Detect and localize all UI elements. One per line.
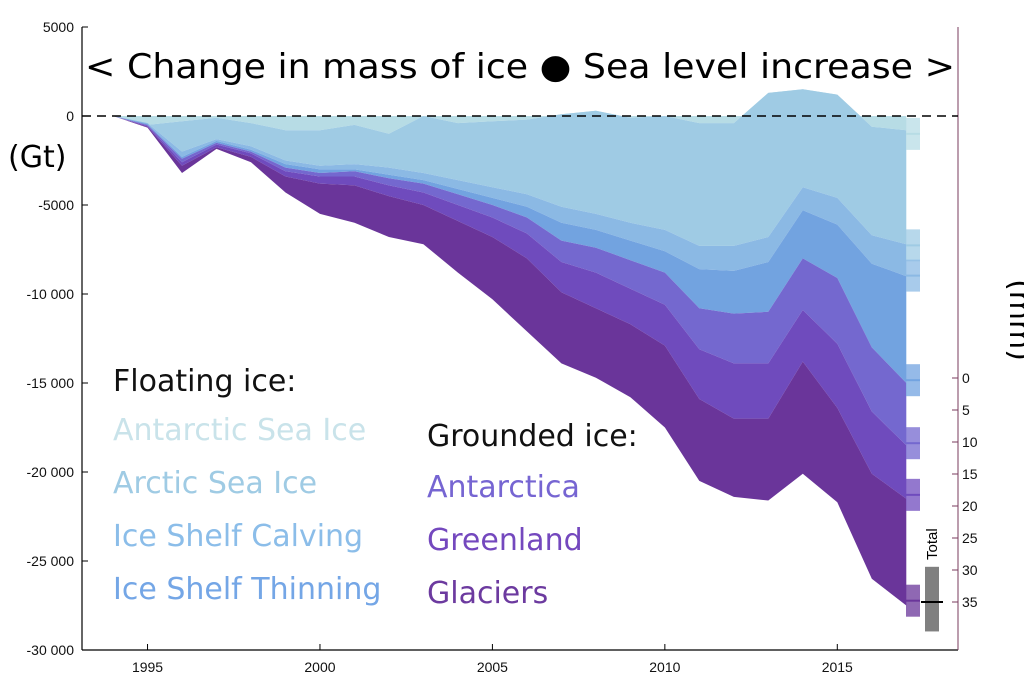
right-tick-label: 5 <box>962 402 970 418</box>
legend-item-ice-shelf-thinning: Ice Shelf Thinning <box>113 572 381 607</box>
y-tick-label: -20 000 <box>27 464 75 480</box>
legend-item-greenland: Greenland <box>427 523 583 558</box>
y-tick-label: 5000 <box>43 19 74 35</box>
right-axis-label: (mm) <box>1002 279 1024 361</box>
area-glaciers <box>113 116 907 606</box>
chart-text: < Change in mass of ice ● Sea level incr… <box>8 47 1024 560</box>
chart-title: < Change in mass of ice ● Sea level incr… <box>85 47 955 87</box>
legend-item-antarctica: Antarctica <box>427 470 580 505</box>
sea-level-markers <box>906 117 943 632</box>
y-tick-label: -15 000 <box>27 375 75 391</box>
axes-frame <box>81 27 959 651</box>
grounded-legend-title: Grounded ice: <box>427 419 638 454</box>
right-tick-label: 35 <box>962 594 978 610</box>
legend-item-arctic-sea-ice: Arctic Sea Ice <box>113 466 317 501</box>
y-tick-label: -25 000 <box>27 553 75 569</box>
legend-item-antarctic-sea-ice: Antarctic Sea Ice <box>113 413 366 448</box>
floating-legend-title: Floating ice: <box>113 364 296 399</box>
legend-item-glaciers: Glaciers <box>427 576 548 611</box>
y-tick-label: -10 000 <box>27 286 75 302</box>
right-tick-label: 10 <box>962 434 978 450</box>
x-axis-ticks: 1995 2000 2005 2010 2015 <box>132 644 853 675</box>
x-tick-label: 2005 <box>477 659 508 675</box>
x-tick-label: 1995 <box>132 659 163 675</box>
stacked-areas <box>113 89 907 606</box>
right-tick-label: 0 <box>962 370 970 386</box>
y-axis-label: (Gt) <box>8 140 66 175</box>
area-arctic-sea-ice <box>113 89 907 246</box>
total-bar <box>925 566 939 632</box>
x-tick-label: 2010 <box>649 659 680 675</box>
right-tick-label: 15 <box>962 466 978 482</box>
right-tick-label: 30 <box>962 562 978 578</box>
right-tick-label: 20 <box>962 498 978 514</box>
area-antarctic-sea-ice <box>113 89 907 134</box>
y-tick-label: -30 000 <box>27 642 75 658</box>
y-tick-label: -5000 <box>38 197 74 213</box>
legend-item-ice-shelf-calving: Ice Shelf Calving <box>113 519 363 554</box>
x-tick-label: 2015 <box>822 659 853 675</box>
area-ice-shelf-calving <box>113 116 907 277</box>
right-axis-ticks: 0 5 10 15 20 25 30 35 <box>952 370 978 610</box>
y-tick-label: 0 <box>66 108 74 124</box>
legend-items: Antarctic Sea Ice Arctic Sea Ice Ice Shelf… <box>113 413 583 611</box>
x-tick-label: 2000 <box>304 659 335 675</box>
y-axis-ticks: 5000 0 -5000 -10 000 -15 000 -20 000 -25 000 -3… <box>27 19 88 658</box>
area-greenland <box>113 116 907 499</box>
total-label: Total <box>924 528 941 560</box>
right-tick-label: 25 <box>962 530 978 546</box>
